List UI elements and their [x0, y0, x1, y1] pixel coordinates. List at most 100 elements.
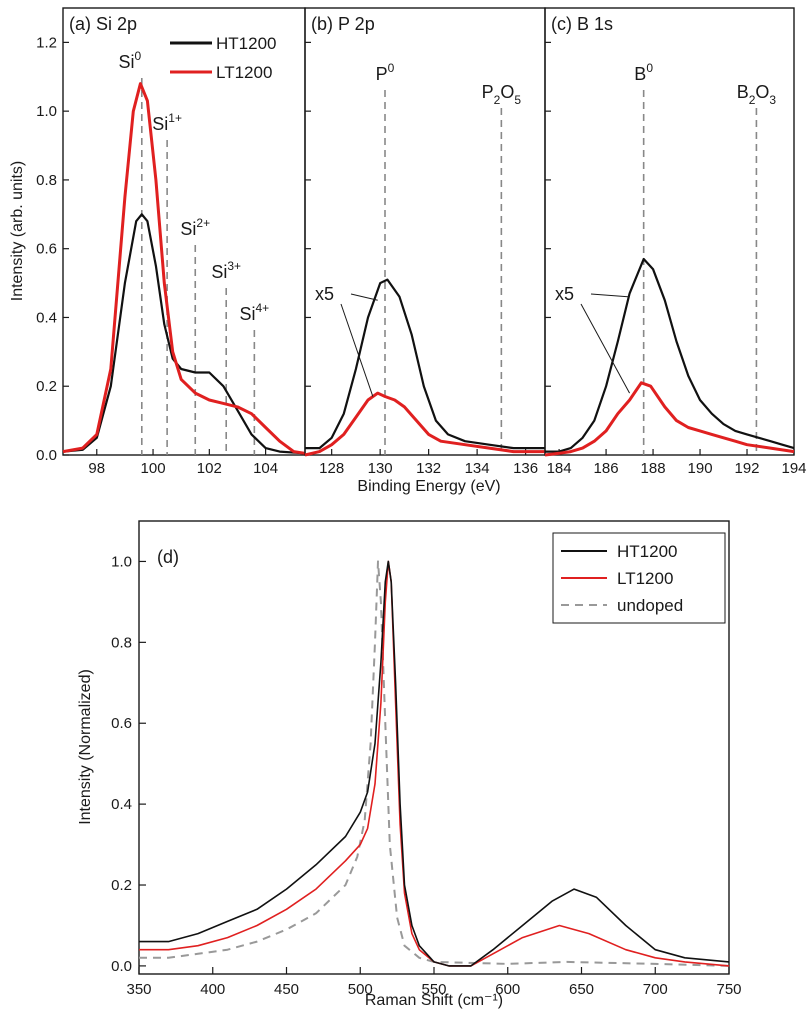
- reference-label: Si2+: [180, 216, 210, 239]
- reference-label-sub: 2: [494, 93, 501, 107]
- x-tick-label: 600: [495, 981, 520, 998]
- reference-label-sub2: 5: [514, 93, 521, 107]
- reference-label-sup: 1+: [168, 111, 182, 125]
- x-tick-label: 188: [641, 460, 666, 477]
- multiplier-pointer: [350, 293, 378, 301]
- x-tick-label: 750: [716, 981, 741, 998]
- reference-label-sup: 2+: [196, 216, 210, 230]
- panel-a: 98 100 102 1040.00.20.40.60.81.01.2Si0Si1+S…: [9, 7, 501, 495]
- panel-d: 350 400 450 500 550 600 650 700 750 0.0 0.2 0.4 0.6 0…: [77, 520, 742, 1009]
- panel-title: (a) Si 2p: [69, 14, 137, 34]
- reference-label: P0: [376, 61, 395, 84]
- y-tick-label: 0.2: [36, 378, 57, 395]
- x-tick-label: 132: [416, 460, 441, 477]
- reference-label: B0: [634, 61, 653, 84]
- reference-label: Si1+: [152, 111, 182, 134]
- reference-label-base: Si: [118, 52, 134, 72]
- y-tick-label: 0.8: [36, 172, 57, 189]
- x-tick-label: 134: [465, 460, 490, 477]
- reference-label: P2O5: [482, 82, 522, 107]
- x-tick-label: 186: [594, 460, 619, 477]
- reference-label-base: B: [737, 82, 749, 102]
- panel-title: (d): [157, 547, 179, 567]
- reference-label-base: P: [482, 82, 494, 102]
- series-line-ht1200: [545, 257, 795, 453]
- multiplier-label: x5: [315, 284, 334, 304]
- series-line-lt1200: [304, 391, 545, 457]
- panel-title: (c) B 1s: [551, 14, 613, 34]
- y-tick-label: 0.6: [111, 715, 132, 732]
- x-tick-label: 194: [781, 460, 806, 477]
- reference-label-sup: 4+: [256, 301, 270, 315]
- series-line-ht1200: [62, 213, 306, 455]
- multiplier-pointer: [340, 303, 374, 397]
- series-line-ht1200: [139, 560, 730, 967]
- x-axis-label: Raman Shift (cm⁻¹): [365, 992, 503, 1009]
- reference-label-base: Si: [211, 262, 227, 282]
- reference-label-base: Si: [239, 304, 255, 324]
- x-tick-label: 128: [319, 460, 344, 477]
- x-tick-label: 104: [253, 460, 278, 477]
- legend-label: HT1200: [216, 34, 276, 53]
- y-tick-label: 0.6: [36, 241, 57, 258]
- x-tick-label: 136: [513, 460, 538, 477]
- reference-label-base2: O: [500, 82, 514, 102]
- y-tick-label: 0.4: [111, 796, 132, 813]
- reference-label-sup: 0: [646, 61, 653, 75]
- x-tick-label: 192: [735, 460, 760, 477]
- x-axis-label: Binding Energy (eV): [357, 478, 500, 495]
- y-axis-label: Intensity (Normalized): [77, 669, 94, 825]
- y-tick-label: 1.0: [111, 553, 132, 570]
- x-tick-label: 350: [126, 981, 151, 998]
- x-tick-label: 184: [547, 460, 572, 477]
- y-tick-label: 0.0: [111, 958, 132, 975]
- x-tick-label: 400: [200, 981, 225, 998]
- x-tick-label: 102: [197, 460, 222, 477]
- reference-label-base: Si: [152, 114, 168, 134]
- series-line-undoped: [139, 560, 730, 967]
- multiplier-pointer: [580, 303, 631, 394]
- y-tick-label: 1.2: [36, 34, 57, 51]
- series-line-lt1200: [544, 381, 795, 457]
- x-tick-label: 190: [688, 460, 713, 477]
- legend-label: LT1200: [216, 63, 272, 82]
- plot-frame: [544, 7, 795, 456]
- x-tick-label: 100: [141, 460, 166, 477]
- reference-label: Si0: [118, 49, 141, 72]
- legend-label: LT1200: [617, 569, 673, 588]
- y-tick-label: 0.0: [36, 447, 57, 464]
- series-line-lt1200: [62, 82, 306, 455]
- reference-label-sup: 0: [388, 61, 395, 75]
- reference-label-sub: 2: [749, 93, 756, 107]
- x-tick-label: 450: [274, 981, 299, 998]
- y-tick-label: 0.2: [111, 877, 132, 894]
- x-tick-label: 130: [368, 460, 393, 477]
- reference-label-base: Si: [180, 219, 196, 239]
- x-tick-label: 98: [88, 460, 105, 477]
- reference-label-base: B: [634, 64, 646, 84]
- panel-title: (b) P 2p: [311, 14, 375, 34]
- x-tick-label: 650: [569, 981, 594, 998]
- reference-label-sup: 3+: [227, 259, 241, 273]
- reference-label-base: P: [376, 64, 388, 84]
- reference-label-sub2: 3: [769, 93, 776, 107]
- y-tick-label: 1.0: [36, 103, 57, 120]
- y-axis-label: Intensity (arb. units): [9, 161, 26, 302]
- reference-label: B2O3: [737, 82, 777, 107]
- reference-label: Si4+: [239, 301, 269, 324]
- legend-label: undoped: [617, 596, 683, 615]
- x-tick-label: 500: [348, 981, 373, 998]
- x-tick-label: 550: [421, 981, 446, 998]
- legend-label: HT1200: [617, 542, 677, 561]
- reference-label: Si3+: [211, 259, 241, 282]
- reference-label-base2: O: [755, 82, 769, 102]
- y-tick-label: 0.8: [111, 634, 132, 651]
- reference-label-sup: 0: [134, 49, 141, 63]
- x-tick-label: 700: [643, 981, 668, 998]
- y-tick-label: 0.4: [36, 309, 57, 326]
- multiplier-pointer: [590, 293, 630, 298]
- multiplier-label: x5: [555, 284, 574, 304]
